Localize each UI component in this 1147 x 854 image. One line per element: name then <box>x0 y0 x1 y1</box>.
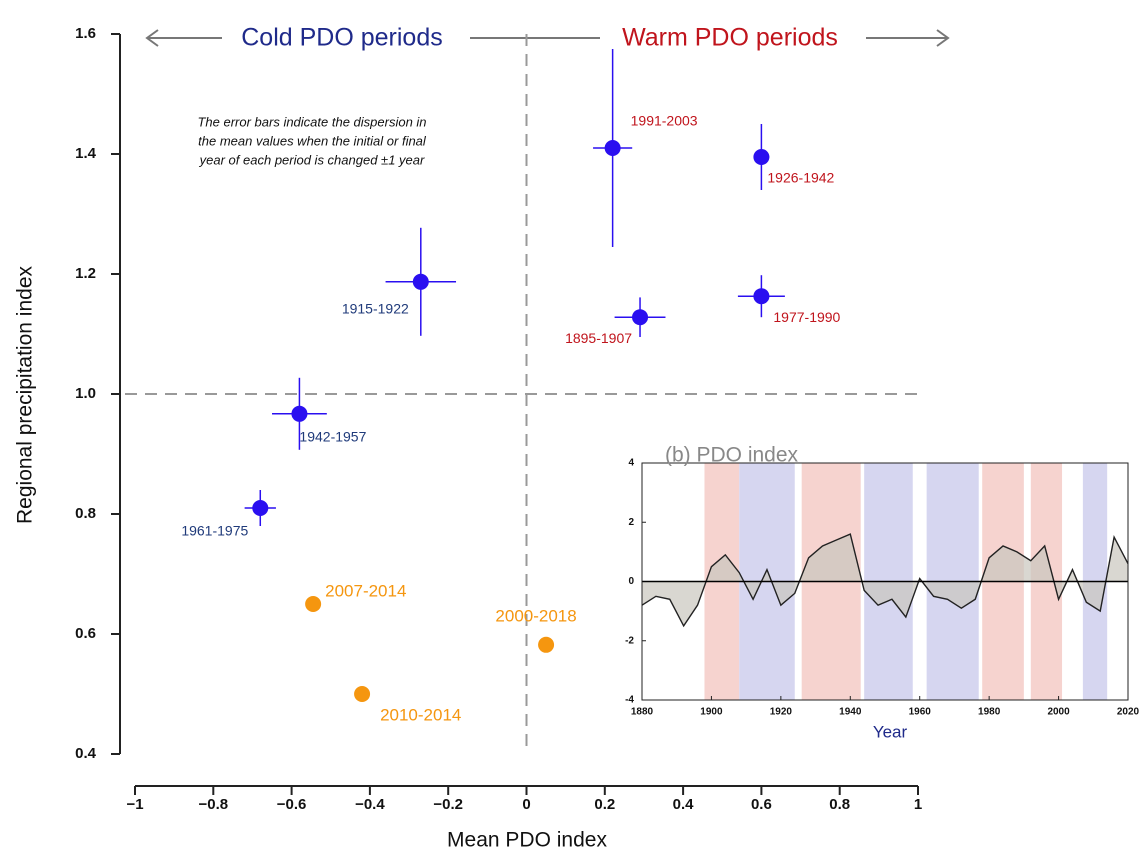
inset-x-label: Year <box>873 722 908 741</box>
header-right: Warm PDO periods <box>622 24 838 52</box>
point <box>753 288 770 305</box>
x-tick-label: −0.6 <box>277 796 307 813</box>
x-tick-label: −0.2 <box>433 796 463 813</box>
x-tick-label: 1960 <box>909 707 932 718</box>
y-tick-label: 0.6 <box>75 625 96 642</box>
point-label: 1942-1957 <box>299 429 366 445</box>
header-arrows <box>145 29 950 47</box>
x-tick-label: 1920 <box>770 707 793 718</box>
y-tick-label: -2 <box>625 635 634 646</box>
y-tick-label: 1.2 <box>75 265 96 282</box>
inset-chart: -4 -2 0 2 4 1880 1900 1920 1940 1960 1980 2000 2020 (… <box>625 444 1139 742</box>
point <box>604 140 621 156</box>
point-label: 1977-1990 <box>773 309 840 325</box>
x-tick-label: 1940 <box>839 707 862 718</box>
point <box>354 686 371 702</box>
point-label: 1926-1942 <box>767 170 834 186</box>
point <box>291 405 308 422</box>
point-label: 1915-1922 <box>342 301 409 317</box>
point <box>305 596 322 612</box>
y-tick-label: 1.0 <box>75 385 96 402</box>
y-tick-label: 4 <box>628 458 634 469</box>
point-label: 1991-2003 <box>631 113 698 129</box>
x-tick-label: 0.4 <box>673 796 695 813</box>
y-tick-label: 0.8 <box>75 505 96 522</box>
x-tick-label: −1 <box>126 796 143 813</box>
note-line: the mean values when the initial or fina… <box>198 133 427 148</box>
note-line: year of each period is changed ±1 year <box>199 152 425 167</box>
x-tick-label: 0.2 <box>594 796 615 813</box>
point <box>538 636 555 653</box>
area <box>642 534 1128 626</box>
x-tick-label: 1880 <box>631 707 654 718</box>
x-tick-label: 0.8 <box>829 796 850 813</box>
point <box>252 500 269 516</box>
point-label: 2000-2018 <box>495 606 576 625</box>
note-line: The error bars indicate the dispersion i… <box>197 114 426 129</box>
point-label: 2010-2014 <box>380 705 461 724</box>
x-tick-label: 2020 <box>1117 707 1140 718</box>
x-axis-label: Mean PDO index <box>447 829 607 852</box>
point-label: 2007-2014 <box>325 581 406 600</box>
inset-frame <box>641 462 1129 701</box>
y-tick-label: 0.4 <box>75 745 97 762</box>
point <box>753 149 770 165</box>
y-tick-label: 0 <box>628 576 634 587</box>
y-axis-label: Regional precipitation index <box>14 266 37 524</box>
x-tick-label: 1980 <box>978 707 1001 718</box>
inset-title: (b) PDO index <box>665 444 799 467</box>
y-tick-label: 2 <box>628 517 634 528</box>
y-tick-label: 1.6 <box>75 25 96 42</box>
x-tick-label: 1 <box>914 796 922 813</box>
point-label: 1895-1907 <box>565 330 632 346</box>
point <box>632 309 649 326</box>
line <box>641 533 1129 628</box>
point <box>412 273 429 290</box>
x-tick-label: −0.8 <box>198 796 228 813</box>
x-tick-label: 0.6 <box>751 796 772 813</box>
x-tick-label: 0 <box>522 796 530 813</box>
x-tick-label: 1900 <box>700 707 723 718</box>
x-tick-label: −0.4 <box>355 796 385 813</box>
header-left: Cold PDO periods <box>241 24 442 52</box>
y-tick-label: -4 <box>625 695 634 706</box>
x-tick-label: 2000 <box>1047 707 1070 718</box>
point-label: 1961-1975 <box>181 523 248 539</box>
y-tick-label: 1.4 <box>75 145 97 162</box>
